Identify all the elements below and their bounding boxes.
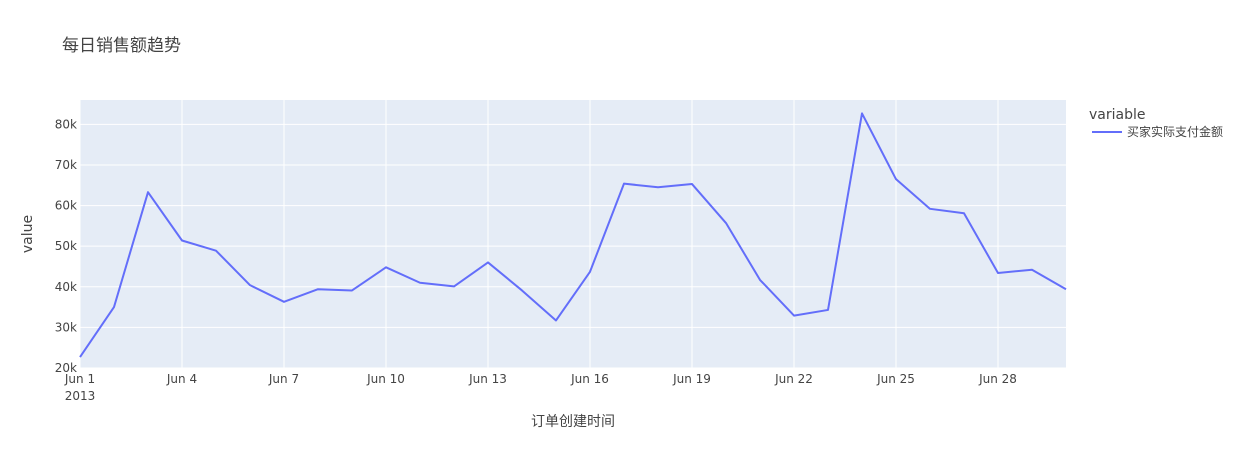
data-point[interactable]	[995, 270, 1001, 276]
y-tick-label: 40k	[55, 280, 77, 294]
x-tick-sublabel: 2013	[65, 389, 96, 403]
plot-background	[80, 100, 1066, 368]
x-tick-label: Jun 1	[64, 372, 95, 386]
plot-area	[77, 100, 1069, 369]
legend-items[interactable]: 买家实际支付金额	[1092, 124, 1223, 139]
data-point[interactable]	[315, 286, 321, 292]
data-point[interactable]	[927, 206, 933, 212]
data-point[interactable]	[961, 210, 967, 216]
data-point[interactable]	[349, 287, 355, 293]
legend[interactable]: variable 买家实际支付金额	[1089, 107, 1223, 139]
x-tick-label: Jun 25	[876, 372, 915, 386]
data-point[interactable]	[1063, 286, 1069, 292]
data-point[interactable]	[451, 283, 457, 289]
y-tick-label: 50k	[55, 239, 77, 253]
y-axis-label: value	[20, 215, 36, 253]
y-tick-label: 60k	[55, 199, 77, 213]
data-point[interactable]	[655, 184, 661, 190]
x-axis-label: 订单创建时间	[531, 414, 615, 430]
data-point[interactable]	[723, 220, 729, 226]
x-tick-label: Jun 7	[268, 372, 299, 386]
x-tick-label: Jun 13	[468, 372, 507, 386]
data-point[interactable]	[111, 304, 117, 310]
series-line[interactable]	[79, 112, 1067, 358]
data-point[interactable]	[519, 287, 525, 293]
data-point[interactable]	[77, 354, 83, 360]
data-point[interactable]	[893, 176, 899, 182]
x-tick-label: Jun 19	[672, 372, 711, 386]
x-tick-label: Jun 22	[774, 372, 813, 386]
y-tick-label: 80k	[55, 117, 77, 131]
x-tick-label: Jun 16	[570, 372, 609, 386]
data-point[interactable]	[587, 269, 593, 275]
data-point[interactable]	[1029, 267, 1035, 273]
x-axis: Jun 1 2013 Jun 4 Jun 7 Jun 10 Jun 13 Jun 16 Jun…	[64, 372, 1017, 403]
data-point[interactable]	[383, 264, 389, 270]
data-point[interactable]	[145, 189, 151, 195]
data-point[interactable]	[791, 313, 797, 319]
y-tick-label: 20k	[55, 361, 77, 375]
y-axis: 20k 30k 40k 50k 60k 70k 80k	[55, 117, 77, 375]
x-tick-label: Jun 28	[978, 372, 1017, 386]
data-point[interactable]	[213, 248, 219, 254]
y-tick-label: 30k	[55, 320, 77, 334]
legend-title: variable	[1089, 107, 1145, 123]
data-point[interactable]	[553, 317, 559, 323]
data-point[interactable]	[859, 110, 865, 116]
data-point[interactable]	[621, 181, 627, 187]
data-point[interactable]	[281, 299, 287, 305]
legend-item[interactable]: 买家实际支付金额	[1092, 124, 1223, 139]
x-tick-label: Jun 10	[366, 372, 405, 386]
legend-item-label: 买家实际支付金额	[1127, 124, 1223, 139]
data-point[interactable]	[247, 282, 253, 288]
y-tick-label: 70k	[55, 158, 77, 172]
chart-title: 每日销售额趋势	[62, 36, 181, 56]
data-point[interactable]	[689, 181, 695, 187]
data-point[interactable]	[179, 237, 185, 243]
x-tick-label: Jun 4	[166, 372, 197, 386]
data-point[interactable]	[757, 277, 763, 283]
data-point[interactable]	[825, 307, 831, 313]
data-point[interactable]	[417, 280, 423, 286]
data-point[interactable]	[485, 259, 491, 265]
